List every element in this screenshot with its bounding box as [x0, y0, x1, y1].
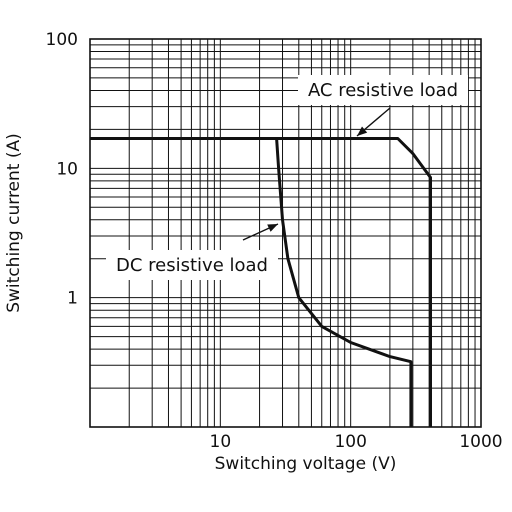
series-layer	[90, 137, 432, 427]
y-tick-label: 100	[46, 30, 78, 50]
tick-labels: 10 100 1000 1 10 100	[46, 30, 503, 452]
y-axis-label: Switching current (A)	[4, 133, 24, 313]
plot-frame	[89, 38, 482, 428]
y-tick-label: 10	[56, 159, 78, 179]
x-tick-label: 10	[210, 432, 232, 452]
series-line-ac-resistive-load	[90, 137, 432, 427]
annotation-arrowhead	[267, 224, 278, 232]
x-tick-label: 1000	[459, 432, 502, 452]
x-tick-label: 100	[334, 432, 366, 452]
annotation-label: AC resistive load	[308, 80, 458, 101]
x-axis-label: Switching voltage (V)	[215, 454, 397, 474]
series-line-dc-resistive-load	[275, 138, 413, 427]
annotation-label: DC resistive load	[116, 255, 268, 276]
y-tick-label: 1	[67, 289, 78, 309]
annotation-background	[298, 75, 468, 105]
annotation-arrowhead	[357, 126, 368, 136]
annotation-background	[106, 250, 278, 280]
annotation-layer: AC resistive load DC resistive load	[106, 75, 468, 280]
